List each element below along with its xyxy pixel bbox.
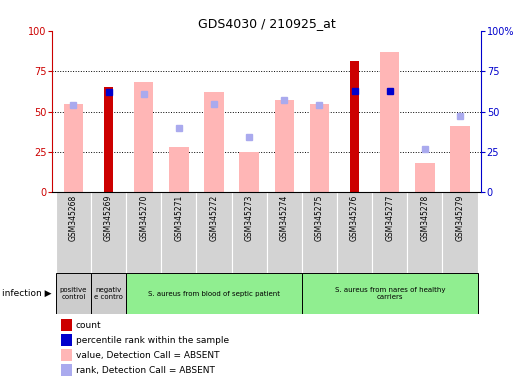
Bar [415,163,435,192]
Bar [104,87,113,192]
Bar [64,104,83,192]
Bar [232,192,267,273]
Bar [302,192,337,273]
Text: count: count [76,321,101,329]
Bar [91,273,126,314]
Bar [61,319,72,331]
Bar [169,147,188,192]
Bar [134,83,153,192]
Bar [126,192,161,273]
Text: negativ
e contro: negativ e contro [94,287,123,300]
Bar [61,334,72,346]
Text: GSM345276: GSM345276 [350,195,359,241]
Bar [161,192,197,273]
Bar [372,192,407,273]
Bar [337,192,372,273]
Bar [56,192,91,273]
Bar [310,104,329,192]
Text: GSM345278: GSM345278 [420,195,429,241]
Bar [204,92,224,192]
Text: GSM345271: GSM345271 [174,195,184,241]
Text: GSM345279: GSM345279 [456,195,464,241]
Bar [197,192,232,273]
Bar [450,126,470,192]
Text: GSM345270: GSM345270 [139,195,148,241]
Text: rank, Detection Call = ABSENT: rank, Detection Call = ABSENT [76,366,215,374]
Text: positive
control: positive control [60,287,87,300]
Text: GSM345272: GSM345272 [210,195,219,241]
Text: S. aureus from blood of septic patient: S. aureus from blood of septic patient [148,291,280,296]
Text: GSM345277: GSM345277 [385,195,394,241]
Bar [267,192,302,273]
Bar [442,192,477,273]
Bar [126,273,302,314]
Text: percentile rank within the sample: percentile rank within the sample [76,336,229,344]
Text: value, Detection Call = ABSENT: value, Detection Call = ABSENT [76,351,219,359]
Bar [302,273,477,314]
Title: GDS4030 / 210925_at: GDS4030 / 210925_at [198,17,336,30]
Bar [91,192,126,273]
Bar [407,192,442,273]
Bar [61,349,72,361]
Text: GSM345275: GSM345275 [315,195,324,241]
Bar [240,152,259,192]
Bar [56,273,91,314]
Text: S. aureus from nares of healthy
carriers: S. aureus from nares of healthy carriers [335,287,445,300]
Text: GSM345274: GSM345274 [280,195,289,241]
Bar [380,52,400,192]
Bar [275,100,294,192]
Text: GSM345269: GSM345269 [104,195,113,241]
Bar [61,364,72,376]
Bar [350,61,359,192]
Text: infection ▶: infection ▶ [2,289,52,298]
Text: GSM345273: GSM345273 [245,195,254,241]
Text: GSM345268: GSM345268 [69,195,78,241]
